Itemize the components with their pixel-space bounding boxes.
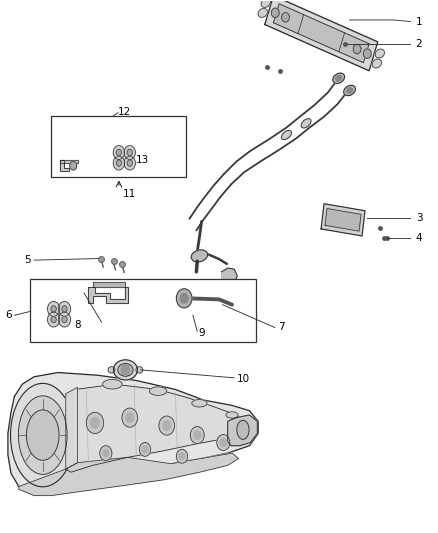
Circle shape [51,317,56,322]
Ellipse shape [258,9,267,18]
Circle shape [282,13,290,22]
Circle shape [124,156,135,170]
Text: 7: 7 [278,322,284,333]
Circle shape [353,44,361,54]
Polygon shape [8,373,258,495]
Circle shape [51,306,56,312]
Polygon shape [222,268,237,284]
Circle shape [116,149,121,156]
Circle shape [124,146,135,159]
Polygon shape [88,287,127,303]
Ellipse shape [11,383,75,487]
Text: 12: 12 [118,107,131,117]
Circle shape [62,306,67,312]
Circle shape [177,449,187,463]
Circle shape [220,439,226,447]
Circle shape [127,149,132,156]
Circle shape [100,446,112,461]
Circle shape [217,434,230,450]
Polygon shape [60,160,69,171]
Ellipse shape [375,49,385,58]
Circle shape [47,312,60,327]
Polygon shape [93,282,125,287]
Text: 5: 5 [24,255,31,265]
Circle shape [47,302,60,317]
Ellipse shape [282,131,291,140]
Text: 10: 10 [237,375,250,384]
Polygon shape [325,208,361,231]
Text: 11: 11 [122,189,136,199]
Ellipse shape [237,420,249,439]
Circle shape [159,416,175,435]
Circle shape [194,431,201,439]
Circle shape [180,294,188,303]
Circle shape [113,156,124,170]
Ellipse shape [102,379,122,389]
Circle shape [113,146,124,159]
Ellipse shape [261,0,270,7]
Circle shape [58,302,71,317]
Circle shape [70,161,77,170]
Polygon shape [265,0,378,71]
Text: 3: 3 [416,213,422,223]
Circle shape [103,449,109,457]
Ellipse shape [192,400,207,407]
Polygon shape [273,4,369,62]
Polygon shape [228,415,257,446]
Circle shape [86,413,104,433]
Ellipse shape [136,367,143,373]
Polygon shape [19,453,239,496]
Polygon shape [321,204,365,236]
Ellipse shape [226,412,238,418]
Circle shape [139,442,151,456]
Circle shape [364,49,371,59]
Ellipse shape [149,387,167,395]
Ellipse shape [372,59,381,68]
Ellipse shape [108,367,115,373]
Text: 8: 8 [74,320,81,330]
Circle shape [121,365,130,375]
Circle shape [58,312,71,327]
Ellipse shape [344,85,356,95]
Circle shape [163,421,171,430]
Ellipse shape [26,410,59,461]
Polygon shape [66,384,246,472]
Ellipse shape [118,364,133,376]
FancyBboxPatch shape [51,116,186,177]
Circle shape [272,8,279,18]
Polygon shape [60,160,78,163]
Polygon shape [66,387,78,469]
Ellipse shape [336,76,342,81]
Circle shape [127,160,132,166]
Circle shape [177,289,192,308]
Ellipse shape [191,250,208,262]
Circle shape [179,453,185,460]
Circle shape [62,317,67,322]
FancyBboxPatch shape [30,279,256,342]
Circle shape [126,413,134,422]
Ellipse shape [301,119,311,128]
Ellipse shape [113,360,138,380]
Text: 13: 13 [135,156,148,165]
Circle shape [142,446,148,453]
Circle shape [91,418,99,428]
Text: 9: 9 [198,328,205,338]
Text: 2: 2 [416,39,422,49]
Circle shape [122,408,138,427]
Circle shape [116,160,121,166]
Circle shape [190,426,204,443]
Ellipse shape [333,73,345,84]
Ellipse shape [18,396,67,474]
Text: 4: 4 [416,233,422,243]
Text: 6: 6 [5,310,11,320]
Text: 1: 1 [416,17,422,27]
Ellipse shape [346,87,353,93]
